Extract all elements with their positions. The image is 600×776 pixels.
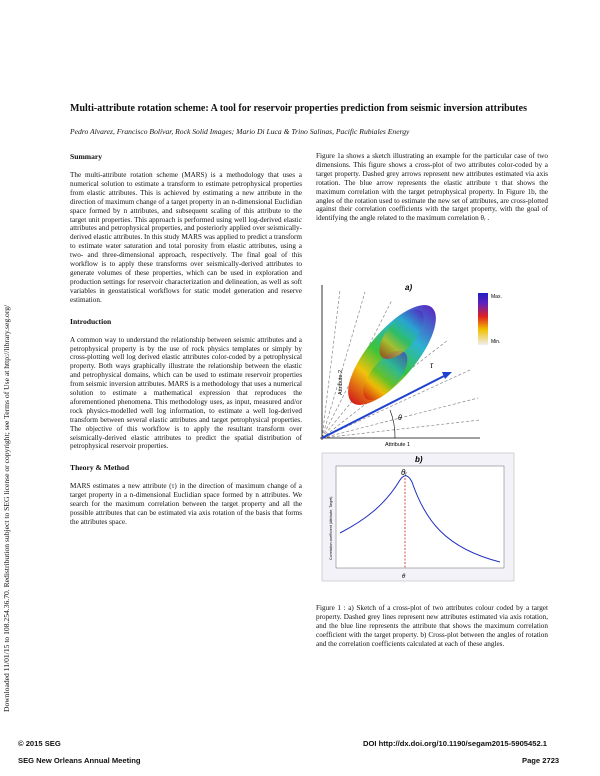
axis-label: Attribute 1 [385,442,410,448]
panel-b: b) θᵣ θ Correlation coefficient (Attribu… [321,452,515,582]
left-column: Summary The multi-attribute rotation sch… [70,152,302,527]
colorbar-label: Min. [491,339,500,345]
angle-label: θ [398,415,402,422]
colorbar [478,293,488,345]
authors: Pedro Alvarez, Francisco Bolívar, Rock S… [70,127,410,136]
meeting: SEG New Orleans Annual Meeting [18,756,141,765]
tau-arrow [321,373,449,439]
axis-label: θ [402,574,406,580]
axis-label: Correlation coefficient (Attribute, Targ… [329,497,333,560]
section-heading: Summary [70,152,103,161]
axis-label: Attribute 2 [338,370,344,395]
copyright: © 2015 SEG [18,739,61,748]
paragraph: A common way to understand the relations… [70,335,302,451]
title: Multi-attribute rotation scheme: A tool … [70,103,527,114]
doi: DOI http://dx.doi.org/10.1190/segam2015-… [363,739,548,748]
correlation-curve [339,475,501,563]
arrow-label: τ [430,361,434,370]
section-heading: Theory & Method [70,463,130,473]
paragraph: Figure 1a shows a sketch illustrating an… [316,152,548,223]
panel-a: Max. Min. a) Attribute 1 Attribute 2 τ θ [320,283,502,448]
paragraph: The multi-attribute rotation scheme (MAR… [70,171,302,304]
panel-label: b) [415,455,423,464]
plot-area [335,465,505,569]
arrow-head [442,372,452,379]
colorbar-label: Max. [491,294,502,300]
angle-arc [389,409,396,439]
paragraph: MARS estimates a new attribute (τ) in th… [70,482,302,526]
peak-label: θᵣ [401,468,407,477]
page-number: Page 2723 [522,756,560,765]
panel-label: a) [405,283,412,292]
section-heading: Introduction [70,316,112,326]
figure-caption: Figure 1 : a) Sketch of a cross-plot of … [316,604,548,648]
data-cloud [348,305,436,405]
